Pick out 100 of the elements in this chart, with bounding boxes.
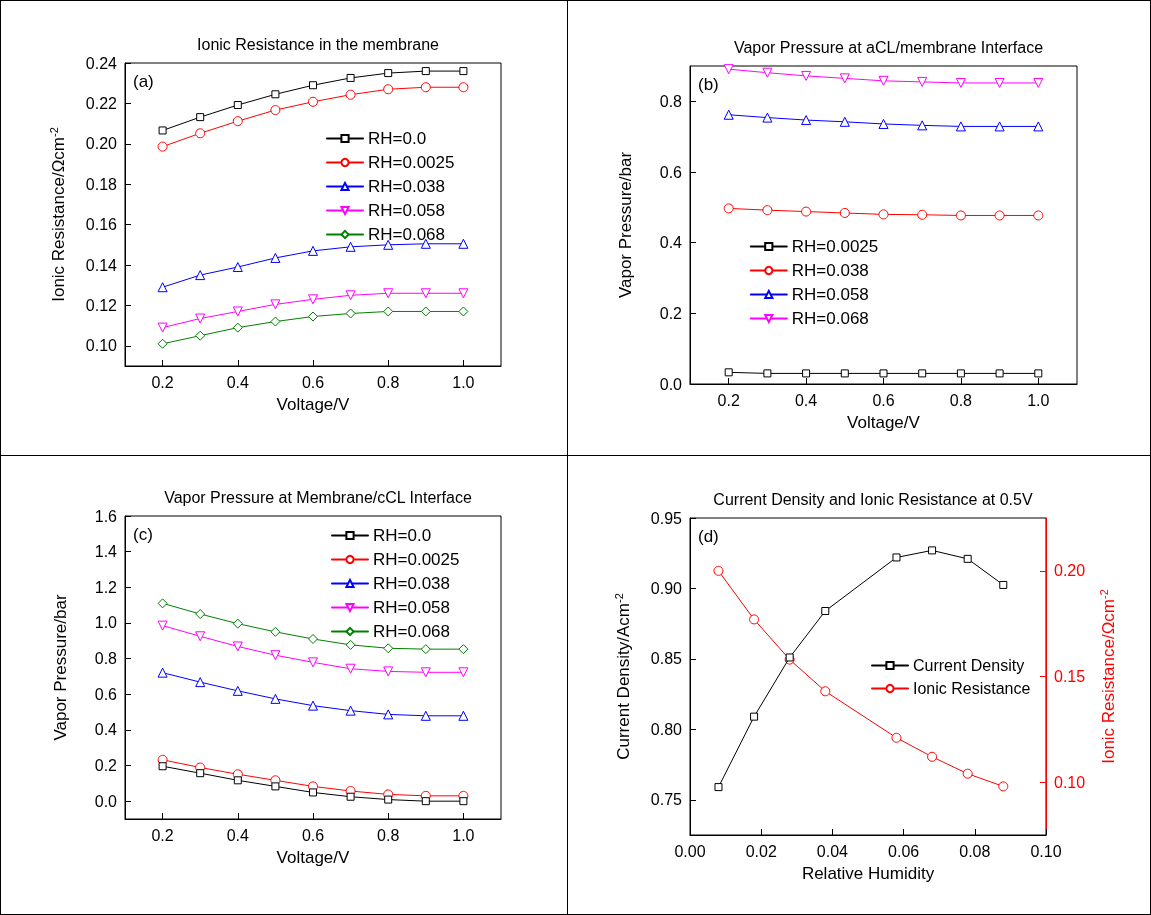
- x-tick-label: 0.06: [888, 842, 920, 860]
- point: [232, 116, 243, 127]
- point: [750, 712, 759, 721]
- x-tick-label: 0.8: [949, 391, 973, 409]
- point: [308, 294, 318, 305]
- point: [157, 620, 168, 631]
- point: [420, 306, 431, 317]
- point: [383, 288, 394, 299]
- x-tick-label: 1.0: [452, 373, 475, 391]
- y-tick-label: 0.85: [650, 650, 683, 668]
- y2-axis-title: Ionic Resistance/Ωcm-2: [1097, 589, 1118, 764]
- point: [270, 693, 281, 704]
- x-tick-label: 0.10: [1030, 842, 1062, 860]
- legend-label: RH=0.0025: [791, 237, 879, 256]
- point: [270, 650, 281, 661]
- x-tick-label: 0.2: [151, 373, 174, 391]
- point: [956, 369, 965, 378]
- point: [420, 82, 431, 93]
- y-tick-label: 0.24: [85, 54, 118, 72]
- point: [840, 369, 849, 378]
- point: [383, 306, 394, 317]
- point: [383, 666, 394, 677]
- point: [233, 101, 242, 110]
- point: [384, 69, 393, 78]
- x-tick-label: 0.08: [959, 842, 991, 860]
- point: [927, 751, 938, 762]
- x-tick-label: 0.2: [717, 391, 740, 409]
- x-axis-title: Relative Humidity: [801, 864, 935, 883]
- y-tick-label: 0.16: [85, 216, 118, 234]
- point: [458, 306, 469, 317]
- point: [458, 288, 469, 299]
- point: [195, 128, 206, 139]
- point: [459, 797, 468, 806]
- point: [801, 70, 812, 81]
- point: [420, 644, 431, 655]
- point: [762, 205, 773, 216]
- point: [994, 77, 1005, 88]
- point: [749, 614, 760, 625]
- point: [820, 686, 831, 697]
- point: [917, 76, 928, 87]
- chart-title: Current Density and Ionic Resistance at 0.5V: [713, 490, 1033, 508]
- point: [459, 67, 468, 76]
- point: [713, 565, 724, 576]
- point: [157, 338, 168, 349]
- point: [917, 209, 928, 220]
- x-tick-label: 0.2: [151, 826, 174, 844]
- point: [421, 67, 430, 76]
- point: [420, 288, 431, 299]
- point: [345, 663, 356, 674]
- y-tick-label: 1.6: [94, 507, 118, 525]
- y-tick-label: 1.0: [94, 614, 118, 632]
- y-tick-label: 0.6: [94, 685, 118, 703]
- y-tick-label: 0.0: [659, 375, 683, 393]
- annotation: (a): [133, 72, 154, 91]
- point: [270, 252, 281, 263]
- annotation: (c): [133, 525, 153, 544]
- y2-tick-label: 0.10: [1054, 773, 1086, 791]
- point: [928, 546, 937, 555]
- point: [918, 369, 927, 378]
- point: [270, 316, 281, 327]
- point: [723, 203, 734, 214]
- point: [458, 82, 469, 93]
- point: [955, 121, 966, 132]
- point: [955, 77, 966, 88]
- point: [309, 81, 317, 90]
- point: [878, 75, 889, 86]
- point: [839, 207, 850, 218]
- x-axis-title: Voltage/V: [276, 848, 351, 867]
- point: [458, 238, 469, 249]
- legend-label: RH=0.0025: [373, 550, 460, 569]
- annotation: (d): [698, 527, 719, 546]
- x-tick-label: 0.04: [816, 842, 849, 860]
- y-tick-label: 0.2: [659, 304, 683, 322]
- point: [839, 116, 850, 127]
- legend-label: RH=0.0025: [368, 153, 455, 172]
- point: [308, 245, 318, 256]
- y-tick-label: 0.10: [85, 337, 118, 355]
- y2-tick-label: 0.15: [1054, 668, 1086, 685]
- point: [157, 598, 168, 609]
- point: [801, 115, 812, 126]
- point: [195, 313, 206, 324]
- y-tick-label: 0.6: [659, 163, 683, 181]
- y-tick-label: 0.75: [650, 791, 683, 809]
- y-tick-label: 0.22: [85, 94, 118, 112]
- y-tick-label: 1.2: [94, 578, 118, 596]
- point: [1033, 121, 1044, 132]
- point: [270, 105, 281, 116]
- point: [308, 96, 318, 107]
- point: [232, 641, 243, 652]
- legend-label: RH=0.038: [368, 177, 446, 196]
- point: [345, 639, 356, 650]
- legend-label: RH=0.0: [368, 129, 427, 148]
- point: [421, 797, 430, 806]
- point: [998, 781, 1009, 792]
- point: [195, 677, 206, 688]
- y-tick-label: 1.4: [94, 543, 118, 561]
- point: [878, 118, 889, 129]
- point: [994, 210, 1005, 221]
- x-tick-label: 0.4: [226, 826, 250, 844]
- point: [962, 768, 973, 779]
